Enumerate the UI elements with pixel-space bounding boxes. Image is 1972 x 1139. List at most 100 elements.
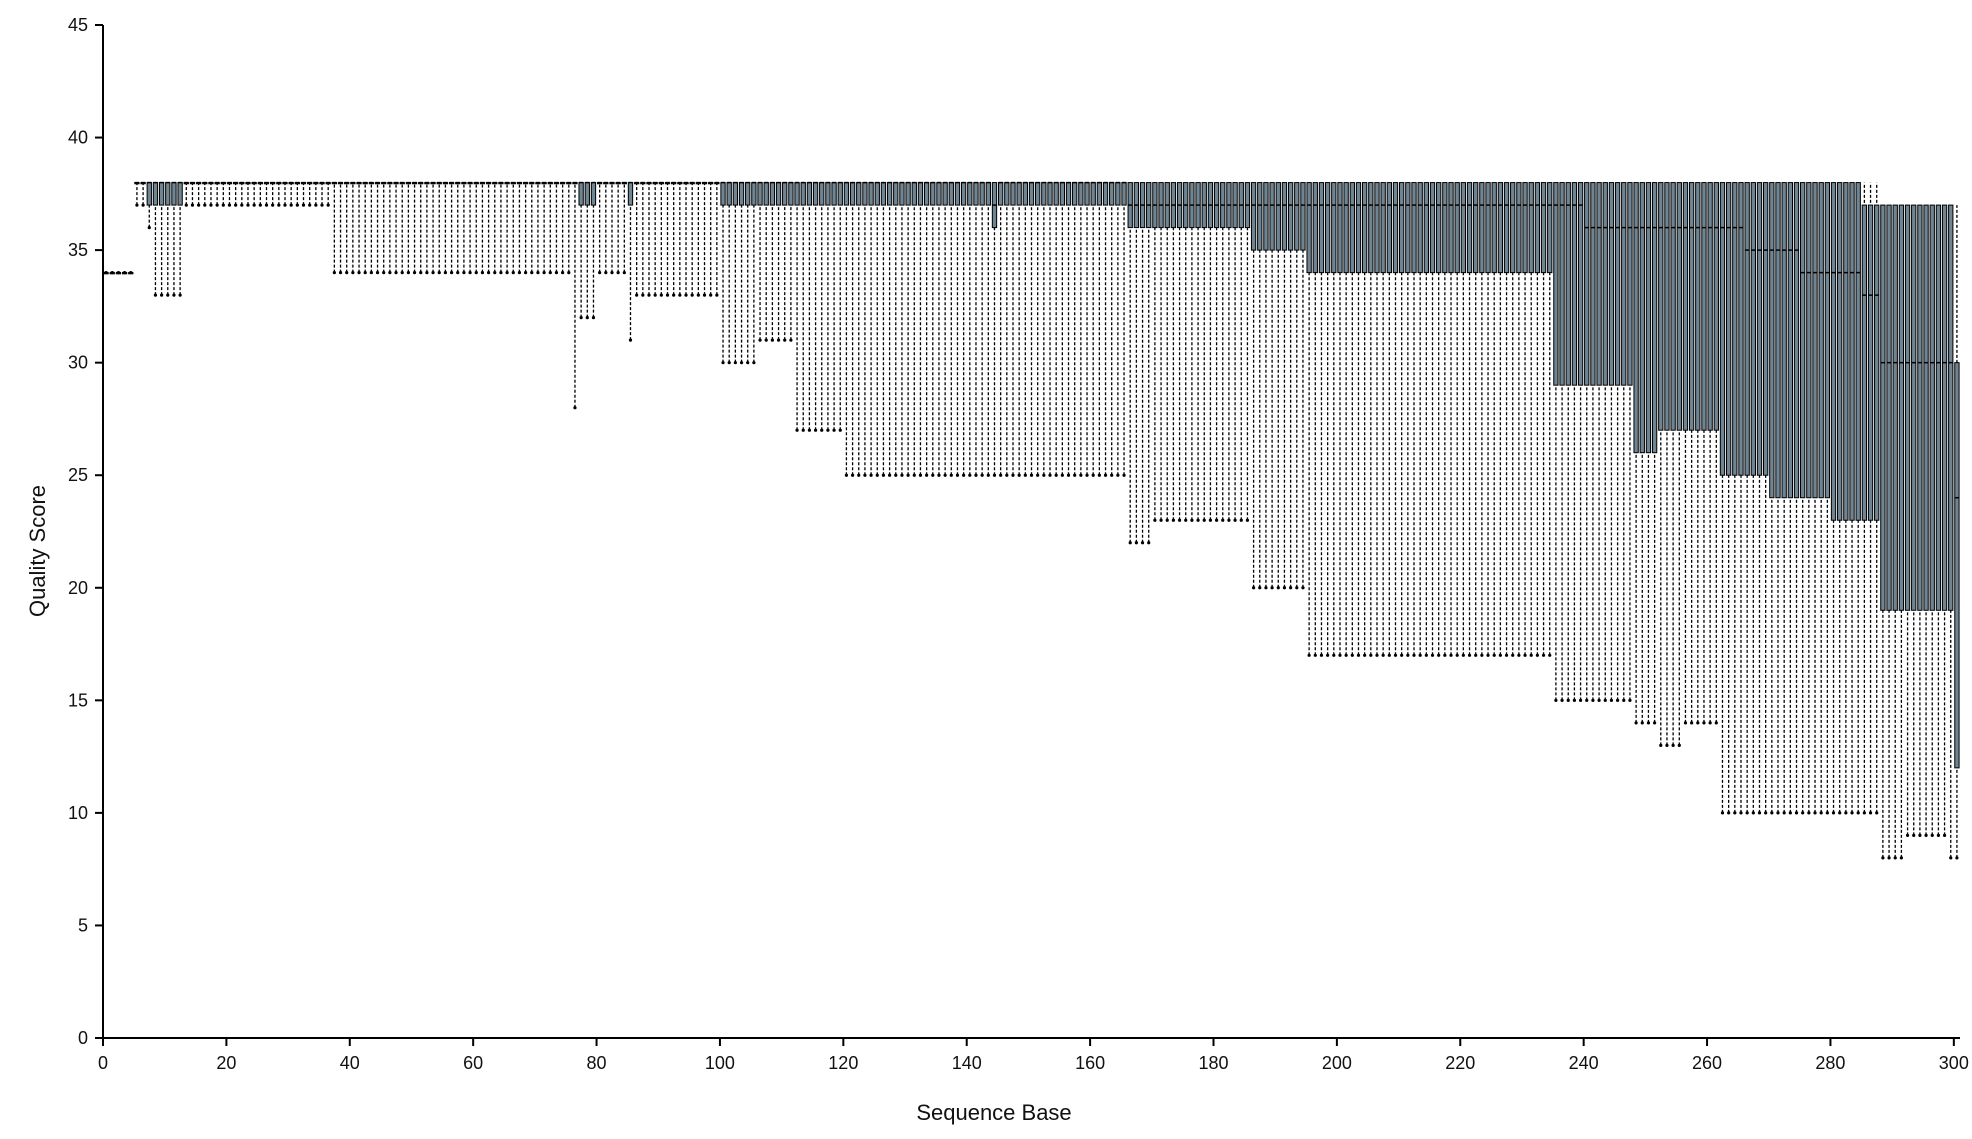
whisker-low-cap [937,473,941,477]
y-tick-label: 10 [68,803,88,823]
position-box-211 [1399,182,1405,657]
iqr-box [1837,182,1843,521]
position-box-250 [1639,182,1645,725]
position-box-248 [1627,182,1633,702]
position-box-201 [1337,182,1343,657]
whisker-low-cap [1282,586,1287,590]
position-box-188 [1257,182,1263,590]
whisker-low-cap [1319,653,1324,657]
whisker-low-cap [437,271,441,275]
whisker-low-cap [894,473,898,477]
whisker-low-cap [1899,856,1903,860]
position-box-82 [603,181,609,275]
position-box-209 [1386,182,1392,657]
position-box-298 [1935,204,1942,838]
position-box-157 [1065,181,1072,477]
iqr-box [1806,182,1812,499]
whisker-low-cap [1103,473,1108,477]
iqr-box [1688,182,1695,431]
iqr-box [1658,182,1664,431]
position-box-239 [1571,182,1578,702]
position-box-26 [257,181,263,207]
position-box-110 [775,181,782,342]
position-box-227 [1497,182,1504,657]
iqr-box [1399,182,1405,274]
position-box-199 [1324,182,1331,657]
whisker-low-cap [604,271,608,275]
x-tick-label: 140 [952,1053,982,1073]
whisker-low-cap [1696,721,1700,725]
position-box-281 [1830,182,1837,815]
iqr-box [979,182,985,206]
position-box-90 [652,181,658,297]
x-axis-title: Sequence Base [916,1100,1071,1125]
whisker-low-cap [1856,811,1860,815]
iqr-box [1337,182,1343,274]
position-box-41 [350,181,356,275]
iqr-box [726,182,732,206]
whisker-low-cap [1356,653,1361,657]
whisker-low-cap [314,203,318,207]
iqr-box [1948,204,1954,611]
position-box-123 [856,181,862,477]
iqr-box [819,182,825,206]
iqr-box [1004,182,1010,206]
whisker-low-cap [715,293,719,297]
iqr-box [1584,182,1590,386]
position-box-277 [1806,182,1812,815]
iqr-box [1454,182,1460,274]
iqr-box [1035,182,1041,206]
whisker-low-cap [1942,833,1947,838]
position-box-155 [1053,181,1059,477]
position-box-294 [1911,204,1917,838]
whisker-low-cap [1566,698,1570,702]
whisker-low-cap [1936,833,1941,838]
position-box-292 [1898,204,1905,860]
whisker-low-cap [554,271,559,275]
x-tick-label: 300 [1939,1053,1969,1073]
position-box-263 [1719,182,1726,815]
position-box-52 [418,181,424,275]
whisker-low-cap [628,338,633,342]
position-box-141 [967,181,973,477]
whisker-low-cap [739,361,744,365]
position-box-140 [960,181,967,477]
iqr-box [1349,182,1355,274]
position-box-85 [621,181,627,275]
iqr-box [1676,182,1682,431]
whisker-low-cap [1578,698,1583,702]
position-box-254 [1664,182,1670,747]
iqr-box [837,182,843,206]
iqr-box [1250,182,1257,251]
position-box-197 [1312,182,1318,657]
iqr-box [1479,182,1485,274]
iqr-box [1756,182,1763,476]
axes: 0 5 10 15 20 25 30 35 40 45 0 20 40 60 80 100 120 140 160 1… [68,15,1969,1073]
position-box-47 [387,181,393,275]
whisker-low-cap [462,271,466,275]
whisker-low-cap [468,271,472,275]
whisker-low-cap [530,271,534,275]
position-box-96 [689,181,695,297]
whisker-low-cap [1301,586,1305,590]
whisker-low-cap [499,271,503,275]
position-box-228 [1503,182,1510,657]
position-box-253 [1658,182,1664,747]
position-box-264 [1725,182,1732,815]
whisker-low-cap [1443,653,1447,657]
iqr-box [1540,182,1547,274]
whisker-low-cap [709,293,713,297]
iqr-box [1614,182,1621,386]
whisker-low-cap [480,271,485,275]
whisker-low-cap [203,203,207,207]
whisker-low-cap [999,473,1003,477]
iqr-box [800,182,806,206]
iqr-box [158,182,165,206]
position-box-223 [1473,182,1479,657]
whisker-low-cap [727,361,731,365]
whisker-low-cap [1541,653,1546,657]
iqr-box [1904,204,1911,611]
iqr-box [794,182,800,206]
iqr-box [1448,182,1454,274]
whisker-low-cap [493,271,497,275]
